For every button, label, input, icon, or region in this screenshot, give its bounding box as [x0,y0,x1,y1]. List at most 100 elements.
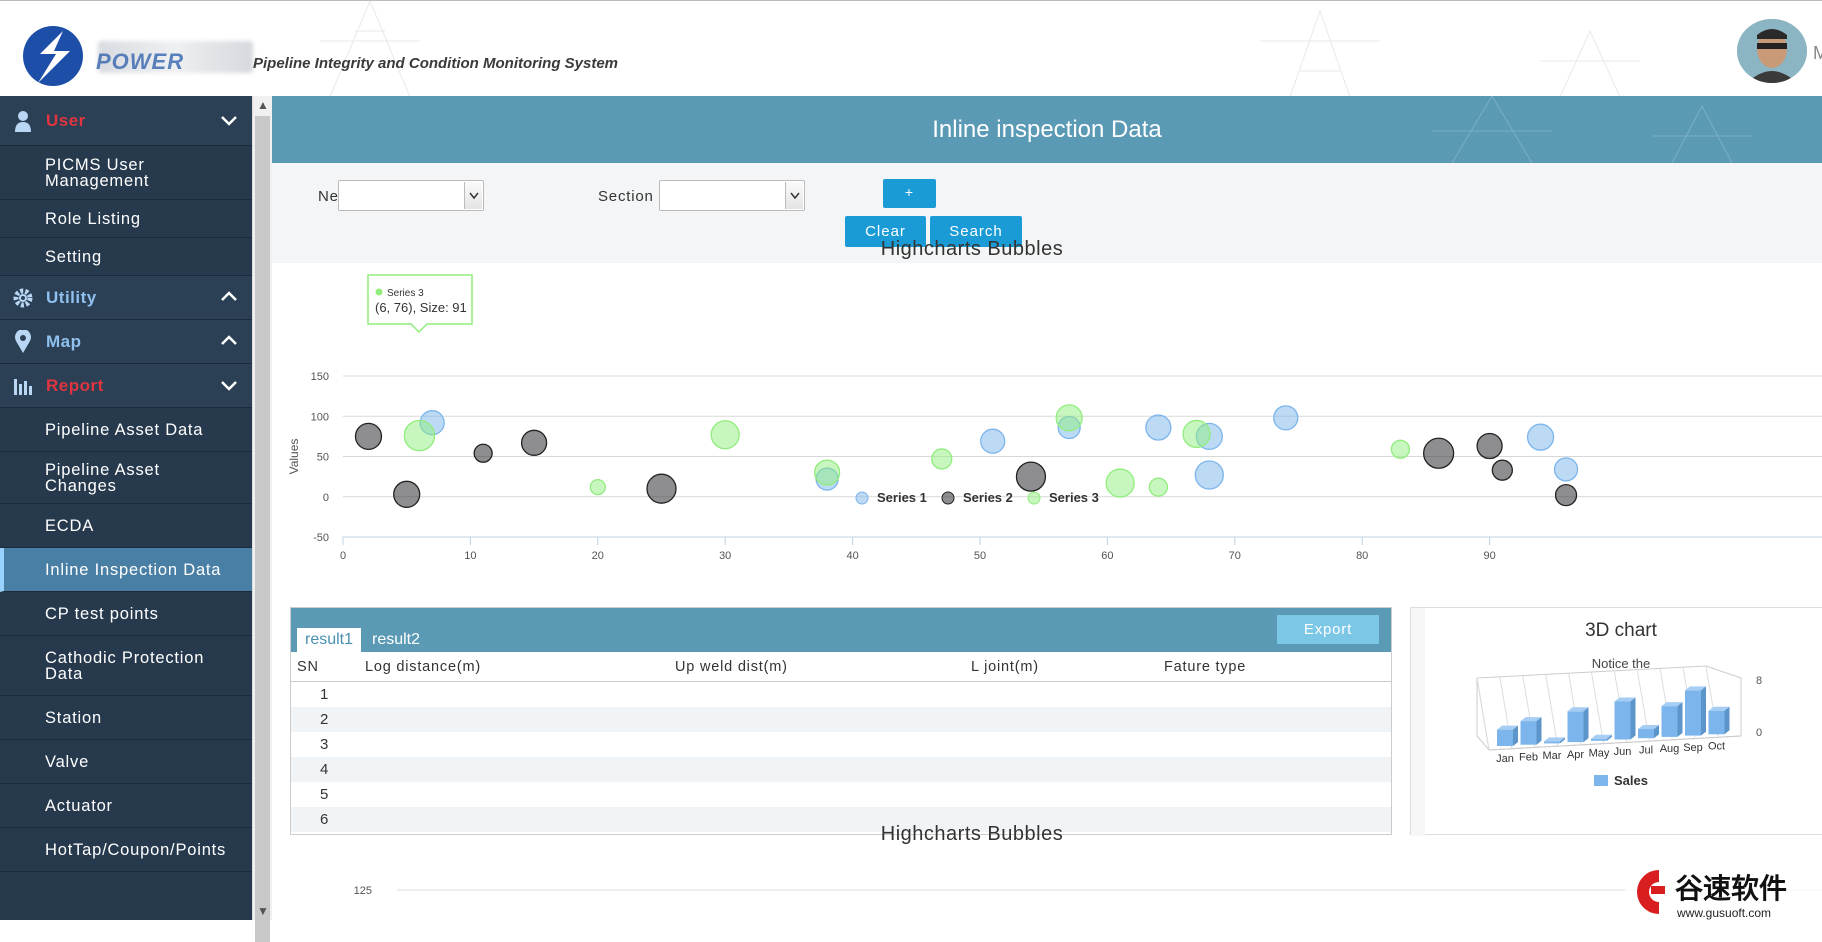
column-header: SN [297,659,319,675]
sidebar-item-label: Cathodic Protection Data [45,648,205,683]
bar-top [1614,697,1636,702]
sidebar-section-utility[interactable]: Utility [0,276,252,320]
clear-button[interactable]: Clear [845,216,926,247]
bar [1661,706,1678,737]
bubble-point [1105,468,1135,498]
x-tick-label: 40 [846,550,858,562]
bubble-point [1553,457,1579,482]
bubble-point [1476,432,1503,460]
page-banner: Inline inspection Data [272,96,1822,163]
sidebar-item-label: Pipeline Asset Changes [45,460,160,495]
sidebar-item-inline-inspection-data[interactable]: Inline Inspection Data [0,548,252,592]
table-row[interactable]: 1 [291,682,1391,707]
bar [1497,729,1513,746]
bar [1591,738,1607,741]
y-tick-label: 8 [1756,675,1762,687]
results-tabbar: result1 result2 Export [291,608,1391,652]
table-row[interactable]: 4 [291,757,1391,782]
sidebar-item-label: Actuator [45,796,113,815]
x-tick-label: Jul [1639,745,1653,757]
table-row[interactable]: 6 [291,807,1391,832]
table-row[interactable]: 3 [291,732,1391,757]
scrollbar-thumb[interactable] [255,116,270,942]
filter-panel: Network Section + Clear Search [272,163,1822,263]
sidebar-scrollbar[interactable]: ▲ ▼ [252,96,272,942]
column-header: Fature type [1164,659,1247,675]
bubble-point [813,459,841,486]
bar-top [1497,725,1518,730]
legend-label: Sales [1614,773,1648,788]
bubble-point [1145,414,1172,441]
page-title: Inline inspection Data [932,116,1162,143]
tab-result1[interactable]: result1 [297,628,362,652]
sidebar-item-cp-test-points[interactable]: CP test points [0,592,252,636]
bar-top [1544,737,1565,742]
results-table-panel: result1 result2 Export SN Log distance(m… [290,607,1392,835]
x-tick-label: 30 [719,550,731,562]
sidebar-item-role-listing[interactable]: Role Listing [0,200,252,238]
bar-top [1567,707,1589,712]
sidebar-section-report[interactable]: Report [0,364,252,408]
legend-marker [855,491,869,505]
table-row[interactable]: 5 [291,782,1391,807]
user-name[interactable]: M [1813,43,1822,64]
tab-result2[interactable]: result2 [372,631,421,648]
x-tick-label: Jan [1496,753,1514,765]
sidebar-item-cathodic-protection-data[interactable]: Cathodic Protection Data [0,636,252,696]
sidebar-item-hottap-coupon-points[interactable]: HotTap/Coupon/Points [0,828,252,872]
x-tick-label: 20 [592,550,604,562]
logo-wordmark: POWER [96,49,185,74]
bubble-point [646,473,677,504]
sidebar-item-picms-user-management[interactable]: PICMS User Management [0,146,252,200]
x-tick-label: 60 [1101,550,1113,562]
table-cell-sn: 4 [320,761,329,778]
chevron-up-icon [221,335,237,345]
column-header: Up weld dist(m) [675,659,788,675]
sidebar-item-pipeline-asset-changes[interactable]: Pipeline Asset Changes [0,452,252,504]
user-avatar[interactable] [1737,19,1807,83]
sidebar-item-station[interactable]: Station [0,696,252,740]
bar-side [1560,737,1565,744]
sidebar: User PICMS User Management Role Listing … [0,96,252,920]
sidebar-item-label: Inline Inspection Data [45,560,222,579]
export-button[interactable]: Export [1277,615,1379,644]
bar [1685,690,1701,736]
table-cell-sn: 3 [320,736,329,753]
x-tick-label: 0 [340,550,346,562]
map-pin-icon [0,329,46,354]
y-tick-label: -50 [313,532,329,544]
sidebar-section-user[interactable]: User [0,96,252,146]
sidebar-item-pipeline-asset-data[interactable]: Pipeline Asset Data [0,408,252,452]
legend-marker [1027,491,1041,505]
gear-icon [0,287,46,309]
y-tick-label: 100 [311,411,329,423]
network-select[interactable] [338,180,484,211]
sidebar-item-label: PICMS User Management [45,155,150,190]
sidebar-item-ecda[interactable]: ECDA [0,504,252,548]
sidebar-item-valve[interactable]: Valve [0,740,252,784]
legend-marker [941,491,955,505]
bubble-chart-2-title: Highcharts Bubbles [880,823,1064,845]
main-content: Inline inspection Data Network Section +… [272,96,1822,920]
section-select[interactable] [659,180,805,211]
column-header: Log distance(m) [365,659,481,675]
y-tick-label: 0 [323,492,329,504]
bar-side [1724,706,1730,735]
sidebar-section-map[interactable]: Map [0,320,252,364]
sidebar-item-label: CP test points [45,604,159,623]
scroll-down-icon[interactable]: ▼ [257,904,269,918]
x-tick-label: Aug [1660,743,1680,755]
add-filter-button[interactable]: + [883,179,936,208]
user-icon [0,110,46,132]
sidebar-item-setting[interactable]: Setting [0,238,252,276]
scroll-up-icon[interactable]: ▲ [257,98,269,112]
bubble-point [1554,483,1578,507]
sidebar-item-label: Pipeline Asset Data [45,420,204,439]
panel-shade [1411,608,1425,836]
table-row[interactable]: 2 [291,707,1391,732]
bar-chart-icon [0,377,46,395]
tooltip-marker [375,288,383,296]
sidebar-item-actuator[interactable]: Actuator [0,784,252,828]
search-button[interactable]: Search [930,216,1022,247]
bar [1614,701,1631,740]
